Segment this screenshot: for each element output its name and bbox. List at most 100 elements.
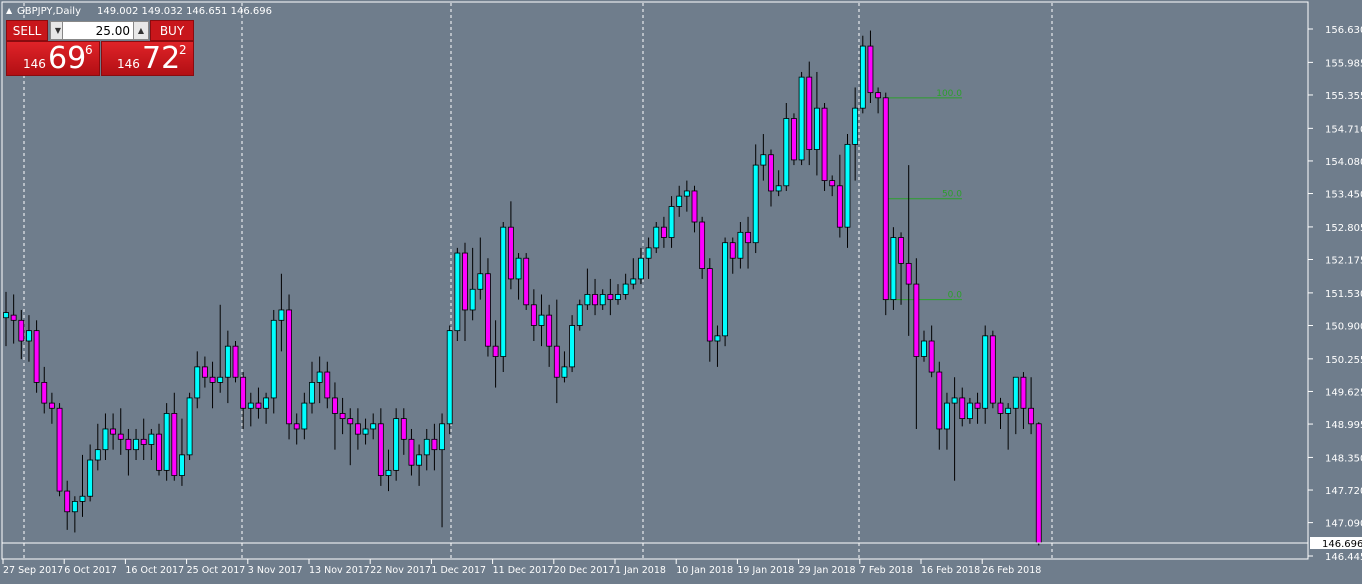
x-tick-label: 10 Jan 2018: [676, 565, 733, 576]
bull-candle: [500, 226, 507, 357]
y-tick-label: 155.985: [1325, 58, 1362, 69]
bear-candle: [553, 345, 560, 378]
current-price-label: 146.696: [1322, 539, 1362, 550]
bid-prefix: 146: [23, 57, 46, 71]
bear-candle: [339, 413, 346, 420]
x-tick-label: 19 Jan 2018: [737, 565, 794, 576]
bull-candle: [814, 107, 820, 150]
bear-candle: [905, 262, 912, 285]
fib-level-label: 50.0: [942, 190, 962, 200]
bull-candle: [385, 469, 392, 476]
fib-level-label: 0.0: [948, 291, 963, 301]
bear-candle: [255, 402, 262, 409]
bull-candle: [446, 330, 453, 425]
bull-candle: [194, 366, 201, 399]
bull-candle: [309, 382, 315, 404]
current-price-tag: [1310, 537, 1362, 550]
bear-candle: [33, 330, 40, 383]
bear-candle: [989, 335, 996, 404]
bear-candle: [232, 345, 239, 378]
bear-candle: [156, 433, 162, 471]
bull-candle: [416, 454, 423, 466]
bull-candle: [538, 314, 545, 326]
bear-candle: [462, 252, 468, 311]
bear-candle: [507, 226, 514, 280]
ask-prefix: 146: [117, 57, 140, 71]
bear-candle: [607, 294, 614, 301]
bear-candle: [706, 268, 713, 342]
x-tick-label: 1 Dec 2017: [431, 565, 486, 576]
bull-candle: [423, 438, 430, 456]
x-tick-label: 29 Jan 2018: [799, 565, 856, 576]
x-tick-label: 20 Dec 2017: [554, 565, 615, 576]
bear-candle: [240, 376, 247, 409]
bear-candle: [882, 97, 889, 301]
bear-candle: [209, 376, 216, 383]
bull-candle: [622, 283, 629, 295]
bull-candle: [469, 288, 476, 311]
bear-candle: [997, 402, 1004, 414]
bull-candle: [3, 312, 9, 319]
bull-candle: [921, 340, 927, 357]
bull-candle: [87, 459, 94, 497]
x-tick-label: 16 Oct 2017: [125, 565, 184, 576]
bull-candle: [615, 294, 621, 301]
bear-candle: [377, 423, 384, 476]
bull-candle: [186, 397, 193, 456]
bull-candle: [722, 242, 728, 337]
lot-increase-button[interactable]: ▲: [133, 21, 149, 40]
bear-candle: [117, 433, 124, 440]
bid-price-box[interactable]: 146 69 6: [6, 41, 100, 76]
ask-price-box[interactable]: 146 72 2: [101, 41, 194, 76]
y-tick-label: 148.350: [1325, 453, 1362, 464]
bull-candle: [1012, 376, 1019, 409]
lot-size-input[interactable]: [62, 21, 135, 40]
x-tick-label: 26 Feb 2018: [982, 565, 1041, 576]
bid-pips: 69: [48, 41, 87, 76]
bear-candle: [928, 340, 935, 373]
bull-candle: [71, 501, 78, 513]
bull-candle: [630, 278, 637, 285]
bear-candle: [661, 226, 667, 238]
bid-fraction: 6: [85, 43, 93, 57]
bull-candle: [316, 371, 323, 383]
bear-candle: [898, 237, 904, 264]
bull-candle: [393, 418, 400, 471]
bull-candle: [638, 257, 644, 280]
y-tick-label: 151.530: [1325, 289, 1362, 300]
bull-candle: [439, 423, 445, 451]
bear-candle: [332, 397, 338, 414]
bull-candle: [179, 454, 185, 476]
buy-button[interactable]: BUY: [150, 20, 194, 41]
y-tick-label: 153.450: [1325, 190, 1362, 201]
bear-candle: [171, 413, 178, 476]
bull-candle: [94, 449, 101, 461]
bull-candle: [859, 45, 866, 109]
bull-candle: [668, 206, 675, 238]
fib-level-label: 100.0: [936, 89, 962, 99]
bear-candle: [768, 154, 774, 192]
bear-candle: [492, 345, 499, 357]
bear-candle: [201, 366, 208, 378]
bull-candle: [576, 304, 583, 326]
bull-candle: [217, 376, 224, 383]
bear-candle: [829, 180, 836, 187]
x-tick-label: 27 Sep 2017: [3, 565, 63, 576]
x-tick-label: 6 Oct 2017: [64, 565, 117, 576]
bull-candle: [951, 397, 958, 404]
x-tick-label: 16 Feb 2018: [921, 565, 980, 576]
bear-candle: [125, 438, 132, 451]
bull-candle: [561, 366, 568, 378]
bull-candle: [224, 345, 231, 378]
bear-candle: [431, 438, 438, 451]
bear-candle: [729, 242, 736, 259]
bull-candle: [852, 107, 859, 145]
bull-candle: [515, 257, 522, 280]
bear-candle: [400, 418, 407, 440]
bull-candle: [944, 402, 950, 430]
bull-candle: [599, 294, 606, 306]
sell-button[interactable]: SELL: [6, 20, 48, 41]
y-tick-label: 147.720: [1325, 486, 1362, 497]
